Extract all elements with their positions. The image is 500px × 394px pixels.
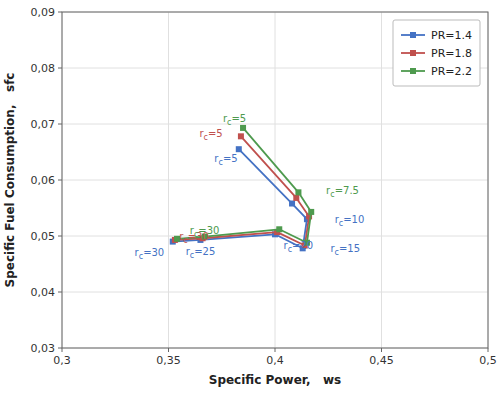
legend-marker	[410, 32, 416, 38]
y-tick-label: 0,09	[31, 6, 56, 19]
y-tick	[58, 236, 62, 237]
x-tick	[381, 348, 382, 352]
annotation: rc=25	[186, 246, 216, 260]
x-tick-label: 0,35	[156, 354, 181, 367]
annotation: rc=5	[199, 128, 222, 142]
point-marker	[276, 226, 282, 232]
y-tick-label: 0,03	[31, 342, 56, 355]
x-axis-label: Specific Power, ws	[209, 373, 342, 387]
annotation: rc=20	[284, 240, 314, 254]
legend-marker	[410, 50, 416, 56]
x-tick	[168, 348, 169, 352]
y-grid-line	[62, 180, 488, 181]
annotation: rc=7.5	[326, 185, 359, 199]
annotations: rc=30rc=25rc=20rc=15rc=10rc=5rc=30rc=5rc…	[135, 113, 365, 261]
plot-area	[170, 125, 314, 251]
x-tick-label: 0,5	[479, 354, 497, 367]
point-marker	[289, 201, 295, 207]
x-tick-label: 0,45	[369, 354, 394, 367]
legend-box	[393, 20, 480, 86]
annotation: rc=15	[330, 243, 360, 257]
y-tick-label: 0,04	[31, 286, 56, 299]
annotation: rc=30	[135, 247, 165, 261]
y-grid-line	[62, 124, 488, 125]
y-tick-label: 0,07	[31, 118, 56, 131]
y-tick	[58, 348, 62, 349]
legend-label: PR=2.2	[431, 65, 472, 78]
x-tick-label: 0,3	[53, 354, 71, 367]
point-marker	[238, 133, 244, 139]
y-tick	[58, 68, 62, 69]
y-tick-label: 0,06	[31, 174, 56, 187]
point-marker	[308, 209, 314, 215]
point-marker	[240, 125, 246, 131]
x-tick	[62, 348, 63, 352]
y-tick	[58, 12, 62, 13]
legend: PR=1.4 PR=1.8 PR=2.2	[393, 20, 480, 86]
legend-marker	[410, 68, 416, 74]
y-axis-label: Specific Fuel Consumption, sfc	[3, 73, 17, 288]
background	[0, 0, 500, 394]
legend-label: PR=1.4	[431, 29, 472, 42]
y-tick-label: 0,08	[31, 62, 56, 75]
annotation: rc=5	[214, 153, 237, 167]
annotation: rc=10	[335, 214, 365, 228]
x-tick	[488, 348, 489, 352]
point-marker	[293, 195, 299, 201]
y-tick	[58, 180, 62, 181]
y-tick	[58, 124, 62, 125]
y-grid-line	[62, 292, 488, 293]
axes: 0,3 0,35 0,4 0,45 0,5 0,03 0,04 0,05 0,06 0,07 0,0…	[31, 6, 497, 367]
series-line	[177, 128, 311, 243]
annotation: rc=5	[223, 113, 246, 127]
series-line	[175, 136, 309, 245]
point-marker	[295, 189, 301, 195]
y-tick	[58, 292, 62, 293]
grid	[62, 12, 488, 348]
legend-label: PR=1.8	[431, 47, 472, 60]
x-tick-label: 0,4	[266, 354, 284, 367]
y-tick-label: 0,05	[31, 230, 56, 243]
chart: 0,3 0,35 0,4 0,45 0,5 0,03 0,04 0,05 0,06 0,07 0,0…	[0, 0, 500, 394]
point-marker	[236, 146, 242, 152]
plot-frame	[62, 12, 488, 348]
annotation: rc=30	[190, 225, 220, 239]
x-tick	[275, 348, 276, 352]
